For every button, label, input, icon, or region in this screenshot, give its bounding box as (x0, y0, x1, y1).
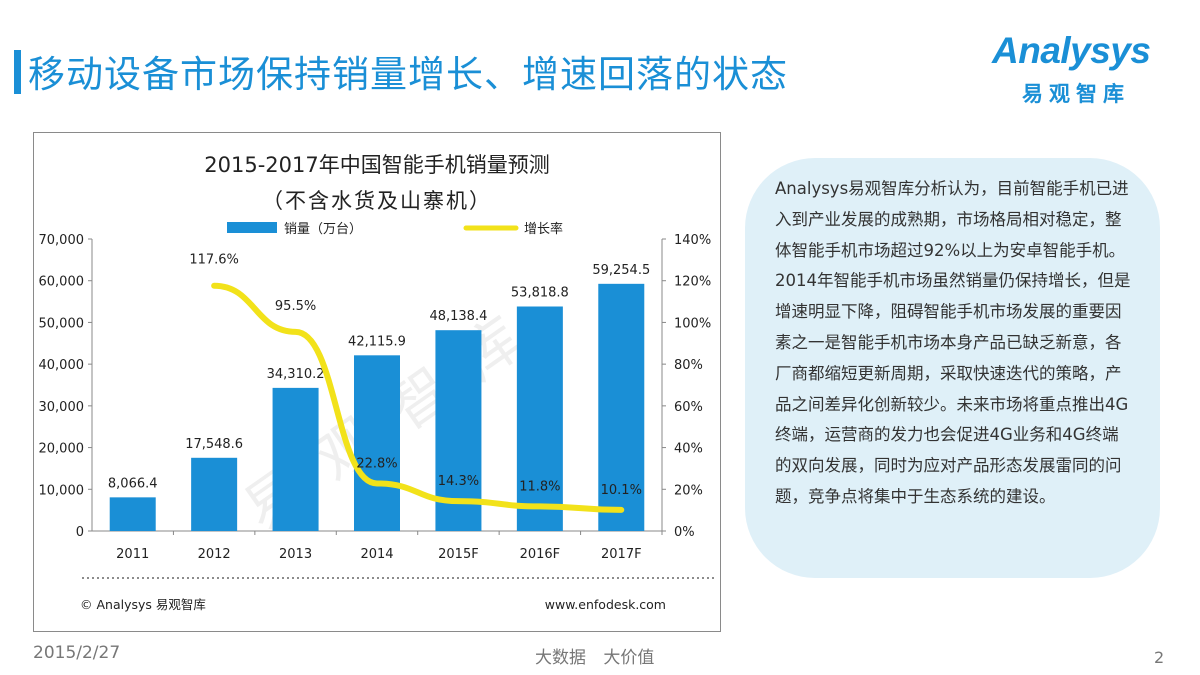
right-axis-tick-label: 0% (674, 525, 695, 540)
legend-label-growth: 增长率 (524, 221, 563, 237)
x-axis-tick-label: 2011 (116, 547, 149, 562)
growth-rate-line (211, 282, 625, 513)
bar-data-label: 59,254.5 (592, 263, 650, 278)
footer-date: 2015/2/27 (33, 643, 121, 663)
left-axis-tick-label: 10,000 (39, 483, 85, 498)
bar (272, 387, 319, 531)
right-axis-tick-label: 60% (674, 400, 703, 415)
source-left-label: © Analysys 易观智库 (80, 597, 206, 612)
right-axis-tick-label: 40% (674, 442, 703, 457)
line-data-label: 95.5% (275, 299, 316, 314)
x-axis-tick-label: 2014 (360, 547, 393, 562)
left-axis-tick-label: 50,000 (39, 316, 85, 331)
bar-data-label: 8,066.4 (108, 476, 158, 491)
x-axis-tick-label: 2015F (438, 547, 479, 562)
bar (191, 457, 238, 531)
x-axis-tick-label: 2013 (279, 547, 312, 562)
right-axis-tick-label: 20% (674, 483, 703, 498)
x-axis-tick-label: 2017F (601, 547, 642, 562)
right-axis-tick-label: 140% (674, 233, 711, 248)
line-data-label: 14.3% (438, 474, 479, 489)
line-data-label: 117.6% (189, 253, 239, 268)
chart-subtitle: （不含水货及山寨机） (262, 189, 492, 213)
bar (109, 497, 156, 531)
bar (598, 283, 645, 531)
chart-title: 2015-2017年中国智能手机销量预测 (204, 153, 550, 177)
page-number: 2 (1154, 648, 1165, 667)
analysys-logo: Analysys 易观智库 (992, 30, 1167, 110)
chart-panel: 2015-2017年中国智能手机销量预测 （不含水货及山寨机） 易观智库 010… (33, 132, 721, 632)
bar-data-label: 53,818.8 (511, 285, 569, 300)
left-axis-tick-label: 20,000 (39, 442, 85, 457)
footer-slogan: 大数据 大价值 (535, 648, 655, 668)
left-axis-tick-label: 40,000 (39, 358, 85, 373)
bar (354, 355, 400, 531)
left-axis-tick-label: 70,000 (39, 233, 85, 248)
legend-swatch-sales (227, 222, 277, 233)
left-axis-tick-label: 60,000 (39, 275, 85, 290)
bar-data-label: 17,548.6 (185, 437, 243, 452)
title-accent-bar (14, 50, 21, 94)
bar-data-label: 34,310.2 (267, 367, 325, 382)
bar-data-label: 48,138.4 (429, 309, 487, 324)
bar-data-label: 42,115.9 (348, 334, 406, 349)
x-axis-tick-label: 2016F (520, 547, 561, 562)
bar (516, 306, 563, 531)
line-data-label: 11.8% (519, 479, 560, 494)
left-axis-tick-label: 0 (76, 525, 84, 540)
summary-text: Analysys易观智库分析认为，目前智能手机已进入到产业发展的成熟期，市场格局… (775, 179, 1131, 506)
summary-panel (745, 158, 1160, 578)
right-axis-tick-label: 120% (674, 275, 711, 290)
line-data-label: 10.1% (601, 483, 642, 498)
source-right-label: www.enfodesk.com (545, 597, 666, 612)
sales-chart: 0 10,000 20,000 30,000 40,000 50,000 60,000 70,… (39, 221, 714, 612)
logo-wordmark: Analysys (992, 30, 1151, 71)
x-axis-tick-label: 2012 (198, 547, 231, 562)
right-axis-tick-label: 80% (674, 358, 703, 373)
left-axis-tick-label: 30,000 (39, 400, 85, 415)
line-data-label: 22.8% (356, 456, 397, 471)
page-title: 移动设备市场保持销量增长、增速回落的状态 (28, 53, 788, 96)
right-axis-tick-label: 100% (674, 316, 711, 331)
legend-label-sales: 销量（万台） (284, 222, 362, 237)
logo-chinese-name: 易观智库 (1022, 82, 1130, 106)
